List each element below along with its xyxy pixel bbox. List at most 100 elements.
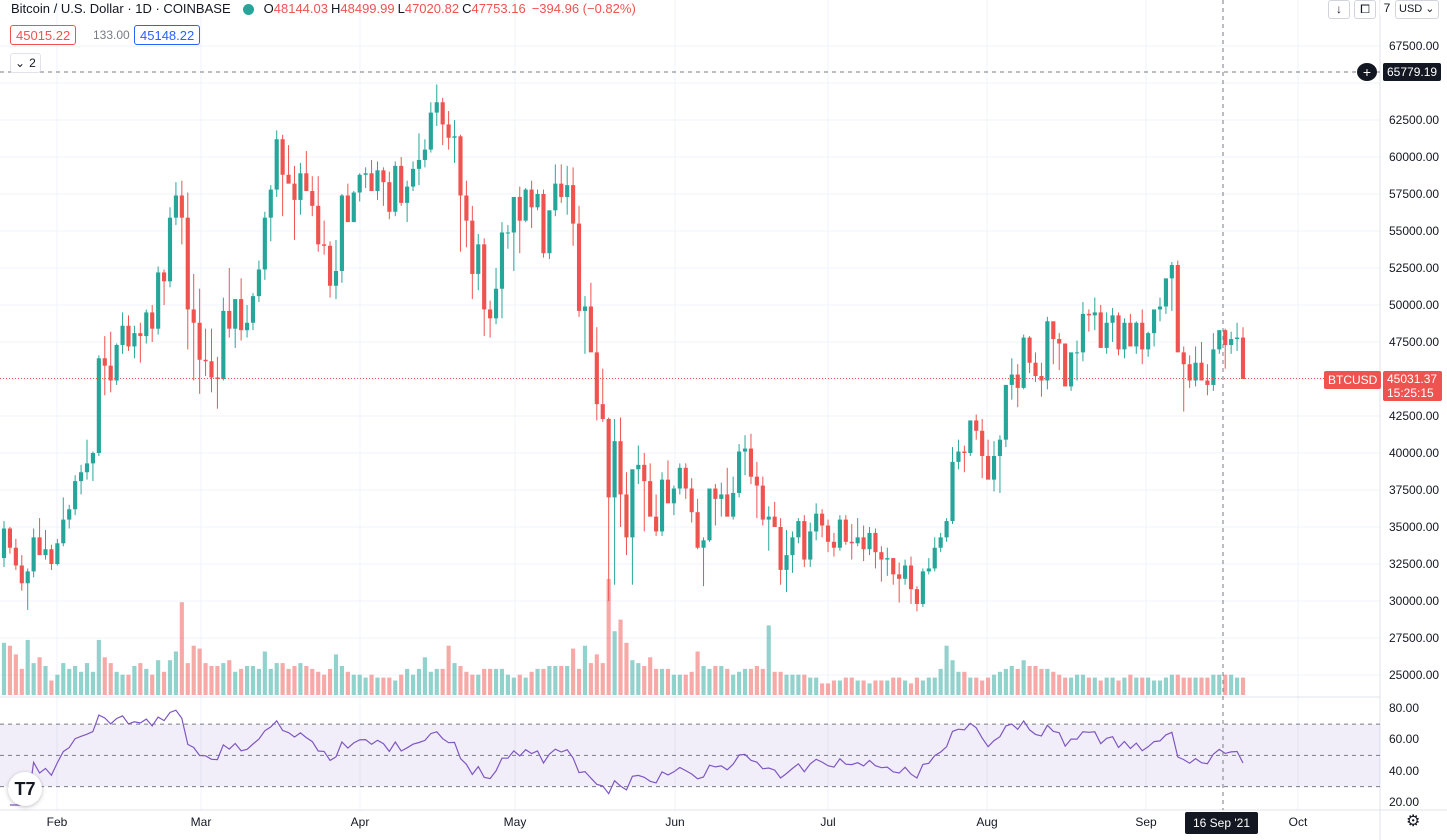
candle-body <box>262 217 267 270</box>
time-axis-label: Feb <box>46 815 68 829</box>
candle-body <box>126 325 131 347</box>
volume-bar <box>956 671 961 695</box>
volume-bar <box>446 645 451 695</box>
ohlc-open-value: 48144.03 <box>273 1 328 16</box>
volume-bar <box>488 668 493 695</box>
candle-body <box>239 299 244 331</box>
volume-bar <box>268 668 273 695</box>
volume-bar <box>363 677 368 695</box>
volume-bar <box>541 668 546 695</box>
volume-bar <box>962 671 967 695</box>
gear-icon[interactable]: ⚙ <box>1406 813 1421 830</box>
volume-bar <box>96 639 101 695</box>
volume-bar <box>1187 677 1192 695</box>
candle-body <box>784 555 789 570</box>
candle-body <box>292 183 297 200</box>
plus-circle-icon[interactable]: + <box>1357 63 1377 81</box>
candle-body <box>932 547 937 569</box>
candle-body <box>748 448 754 477</box>
volume-bar <box>624 642 629 695</box>
candle-body <box>796 521 801 538</box>
volume-bar <box>37 657 42 695</box>
volume-bar <box>529 671 534 695</box>
candle-body <box>167 217 173 282</box>
candle-body <box>665 479 671 504</box>
candle-body <box>73 481 78 510</box>
volume-bar <box>1234 677 1240 695</box>
candle-body <box>600 404 605 419</box>
volume-bar <box>535 668 540 695</box>
candle-body <box>1146 333 1151 350</box>
volume-bar <box>612 631 617 695</box>
candle-body <box>618 441 623 495</box>
volume-bar <box>1039 668 1044 695</box>
candle-body <box>1211 349 1216 385</box>
candle-body <box>790 537 795 556</box>
price-axis-label: 37500.00 <box>1389 483 1440 497</box>
volume-bar <box>891 677 896 695</box>
candle-body <box>185 217 190 310</box>
volume-bar <box>1003 668 1008 695</box>
candle-body <box>808 531 813 560</box>
volume-bar <box>1051 671 1056 695</box>
time-axis-label: Oct <box>1288 815 1308 829</box>
volume-bar <box>713 666 718 695</box>
volume-bar <box>920 680 925 695</box>
candle-body <box>43 549 48 556</box>
candle-body <box>980 430 985 456</box>
candle-body <box>565 185 570 197</box>
candle-body <box>1122 322 1127 350</box>
arrow-down-icon[interactable]: ↓ <box>1328 0 1350 19</box>
volume-bar <box>280 663 285 695</box>
volume-bar <box>932 677 937 695</box>
price-axis[interactable]: 67500.00 62500.00 60000.00 57500.00 5500… <box>1380 0 1447 840</box>
volume-bar <box>156 660 161 695</box>
fullscreen-icon[interactable]: ⧠ <box>1354 0 1376 19</box>
candle-body <box>209 361 214 378</box>
candle-body <box>1152 309 1157 334</box>
sell-price-button[interactable]: 45015.22 <box>10 25 77 45</box>
candle-body <box>820 513 825 526</box>
currency-select[interactable]: USD ⌄ <box>1395 0 1439 19</box>
candle-body <box>25 571 30 584</box>
candle-body <box>333 270 339 286</box>
candle-body <box>1163 278 1169 307</box>
volume-bar <box>173 651 178 695</box>
candle-body <box>760 485 765 520</box>
volume-bar <box>571 648 576 695</box>
volume-bar <box>731 674 736 695</box>
volume-bar <box>991 674 997 695</box>
symbol-title[interactable]: Bitcoin / U.S. Dollar · 1D · COINBASE <box>11 1 231 16</box>
volume-bar <box>1128 674 1133 695</box>
candle-body <box>440 102 445 125</box>
volume-bar <box>49 680 54 695</box>
volume-bar <box>215 666 220 695</box>
price-axis-label: 25000.00 <box>1389 668 1440 682</box>
candle-body <box>102 358 107 366</box>
volume-bar <box>387 677 392 695</box>
candle-body <box>422 149 427 160</box>
candle-body <box>968 420 973 453</box>
volume-bar <box>1104 677 1109 695</box>
candle-body <box>499 232 505 289</box>
indicators-toggle[interactable]: ⌄ 2 <box>10 53 41 73</box>
tradingview-logo-icon[interactable]: T7 <box>8 772 42 806</box>
volume-bar <box>126 674 131 695</box>
eye-dot-icon[interactable] <box>242 3 254 15</box>
candle-body <box>1063 343 1068 387</box>
candle-body <box>1069 352 1074 387</box>
volume-bar <box>1211 674 1216 695</box>
volume-bar <box>1217 674 1222 695</box>
change-value: −394.96 (−0.82%) <box>531 1 636 16</box>
candle-body <box>588 306 593 353</box>
candle-body <box>1181 352 1186 365</box>
candle-body <box>482 244 487 310</box>
time-axis-label: Mar <box>190 815 212 829</box>
volume-bar <box>897 677 902 695</box>
buy-price-button[interactable]: 45148.22 <box>134 25 201 45</box>
volume-bar <box>903 680 908 695</box>
candle-body <box>250 296 256 323</box>
candle-body <box>221 310 226 379</box>
candle-body <box>559 183 564 197</box>
